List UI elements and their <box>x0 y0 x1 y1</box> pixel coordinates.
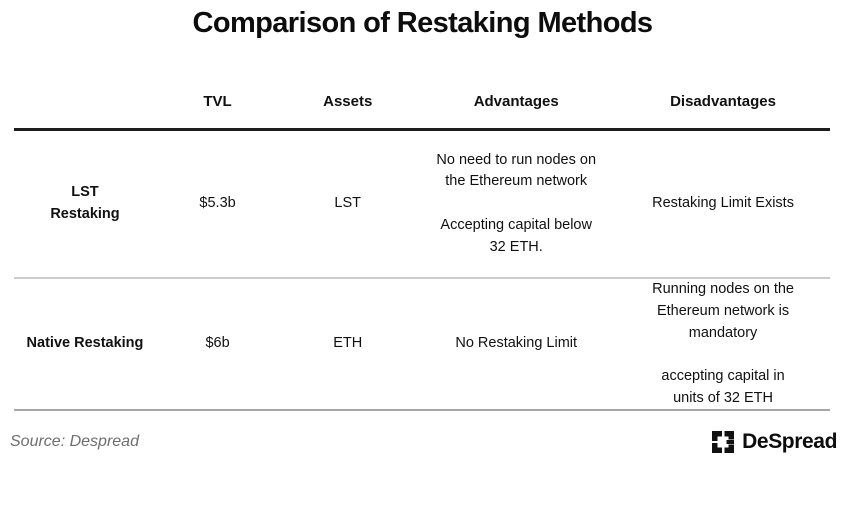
column-header-tvl: TVL <box>203 92 232 110</box>
column-header-assets: Assets <box>323 92 373 110</box>
cell-lst-tvl: $5.3b <box>199 195 236 212</box>
cell-lst-assets: LST <box>334 195 361 212</box>
despread-logo-text: DeSpread <box>742 430 837 453</box>
column-header-method <box>14 102 156 106</box>
column-header-advantages: Advantages <box>473 92 559 110</box>
comparison-table: TVL Assets Advantages Disadvantages LST … <box>14 80 830 411</box>
footer: Source: Despread DeSpread <box>10 430 837 454</box>
column-header-disadvantages: Disadvantages <box>670 92 776 110</box>
cell-lst-advantages: No need to run nodes on the Ethereum net… <box>436 151 597 255</box>
cell-native-disadvantages: Running nodes on the Ethereum network is… <box>652 281 794 406</box>
cell-native-tvl: $6b <box>205 335 230 352</box>
page-title: Comparison of Restaking Methods <box>192 7 654 39</box>
despread-logo: DeSpread <box>712 430 837 454</box>
table-row-lst-restaking: LST Restaking $5.3b LST No need to run n… <box>14 131 830 279</box>
table-header-row: TVL Assets Advantages Disadvantages <box>14 80 830 131</box>
row-label-lst-restaking: LST Restaking <box>50 184 120 222</box>
source-caption: Source: Despread <box>10 433 139 450</box>
despread-logo-icon <box>712 431 735 453</box>
row-label-native-restaking: Native Restaking <box>26 335 144 352</box>
cell-native-advantages: No Restaking Limit <box>455 335 578 352</box>
cell-lst-disadvantages: Restaking Limit Exists <box>652 195 794 212</box>
cell-native-assets: ETH <box>333 335 363 352</box>
table-row-native-restaking: Native Restaking $6b ETH No Restaking Li… <box>14 279 830 411</box>
